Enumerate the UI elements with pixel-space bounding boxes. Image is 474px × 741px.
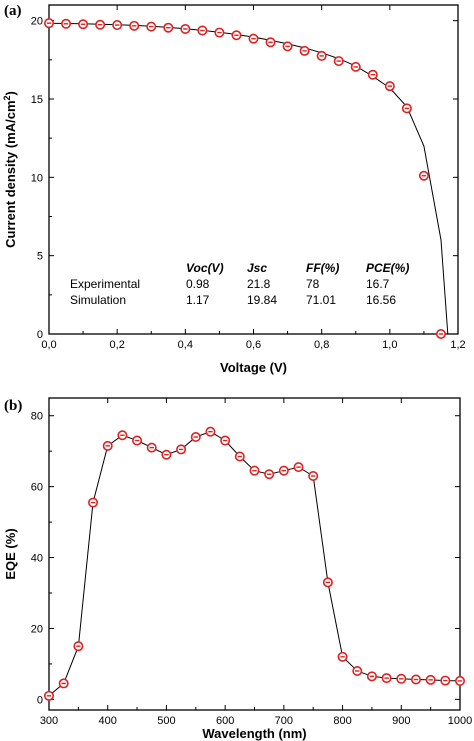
panel-b-x-tick-label: 400: [99, 715, 117, 727]
panel-b-x-tick-label: 900: [392, 715, 410, 727]
panel-b-x-tick-label: 800: [333, 715, 351, 727]
panel-a-label: (a): [4, 3, 22, 19]
panel-a-x-tick-label: 0,8: [314, 339, 329, 351]
panel-a-y-tick-label: 20: [31, 16, 43, 28]
panel-b-y-tick-label: 40: [31, 553, 43, 565]
panel-a-x-tick-label: 0,4: [178, 339, 193, 351]
panel-a-y-label-main: Current density (mA/cm: [3, 100, 18, 247]
panel-a-y-tick-label: 5: [37, 251, 43, 263]
panel-b-x-tick-label: 700: [275, 715, 293, 727]
results-table: Voc(V) Jsc FF(%) PCE(%) Experimental 0.98 21.8…: [70, 261, 409, 307]
table-cell: 21.8: [247, 277, 271, 291]
panel-a-x-tick-label: 0,0: [41, 339, 56, 351]
panel-a-x-tick-label: 0,6: [246, 339, 261, 351]
panel-b-chart: (b) 300 400 500 600 700 800 900 1000 0 20 40 60 80 W…: [3, 397, 472, 741]
panel-b-y-tick-label: 60: [31, 482, 43, 494]
table-header-cell: FF(%): [306, 261, 339, 275]
panel-b-x-tick-label: 1000: [448, 715, 472, 727]
panel-a-x-tick-label: 1,0: [382, 339, 397, 351]
panel-a-x-tick-label: 1,2: [450, 339, 465, 351]
table-cell: 16.56: [366, 293, 396, 307]
panel-a-plot-area: 0,0 0,2 0,4 0,6 0,8 1,0 1,2 0 5 10 15 20: [31, 4, 466, 351]
panel-a-x-axis-label: Voltage (V): [220, 360, 287, 375]
panel-b-y-tick-label: 0: [37, 694, 43, 706]
panel-b-plot-area: 300 400 500 600 700 800 900 1000 0 20 40 60 80: [31, 397, 472, 727]
table-cell: 1.17: [186, 293, 210, 307]
panel-b-label: (b): [4, 398, 22, 414]
panel-a-y-axis-label: Current density (mA/cm2): [2, 91, 18, 248]
panel-b-x-axis-label: Wavelength (nm): [202, 726, 306, 741]
table-cell: 0.98: [186, 277, 210, 291]
panel-b-y-tick-label: 20: [31, 623, 43, 635]
panel-b-x-tick-label: 600: [216, 715, 234, 727]
panel-a-x-tick-label: 0,2: [110, 339, 125, 351]
table-cell: 16.7: [366, 277, 390, 291]
panel-b-y-tick-label: 80: [31, 411, 43, 423]
table-header-cell: Voc(V): [186, 261, 224, 275]
panel-b-x-tick-label: 500: [157, 715, 175, 727]
table-cell: 71.01: [306, 293, 336, 307]
panel-a-y-label-end: ): [3, 91, 18, 95]
table-cell: 78: [306, 277, 320, 291]
table-header-cell: Jsc: [247, 261, 267, 275]
panel-a-y-tick-label: 10: [31, 172, 43, 184]
panel-a-y-tick-label: 15: [31, 94, 43, 106]
table-cell: 19.84: [247, 293, 277, 307]
table-header-cell: PCE(%): [366, 261, 409, 275]
panel-a-chart: (a) 0,0 0,2 0,4 0,6 0,8 1,0 1,2 0 5 10 15 20 Voltag…: [2, 3, 466, 375]
panel-b-y-axis-label: EQE (%): [3, 528, 18, 579]
table-row-label: Experimental: [70, 277, 140, 291]
panel-a-y-label-sup: 2: [2, 95, 12, 100]
panel-a-y-tick-label: 0: [37, 329, 43, 341]
panel-b-x-tick-label: 300: [40, 715, 58, 727]
table-row-label: Simulation: [70, 293, 126, 307]
